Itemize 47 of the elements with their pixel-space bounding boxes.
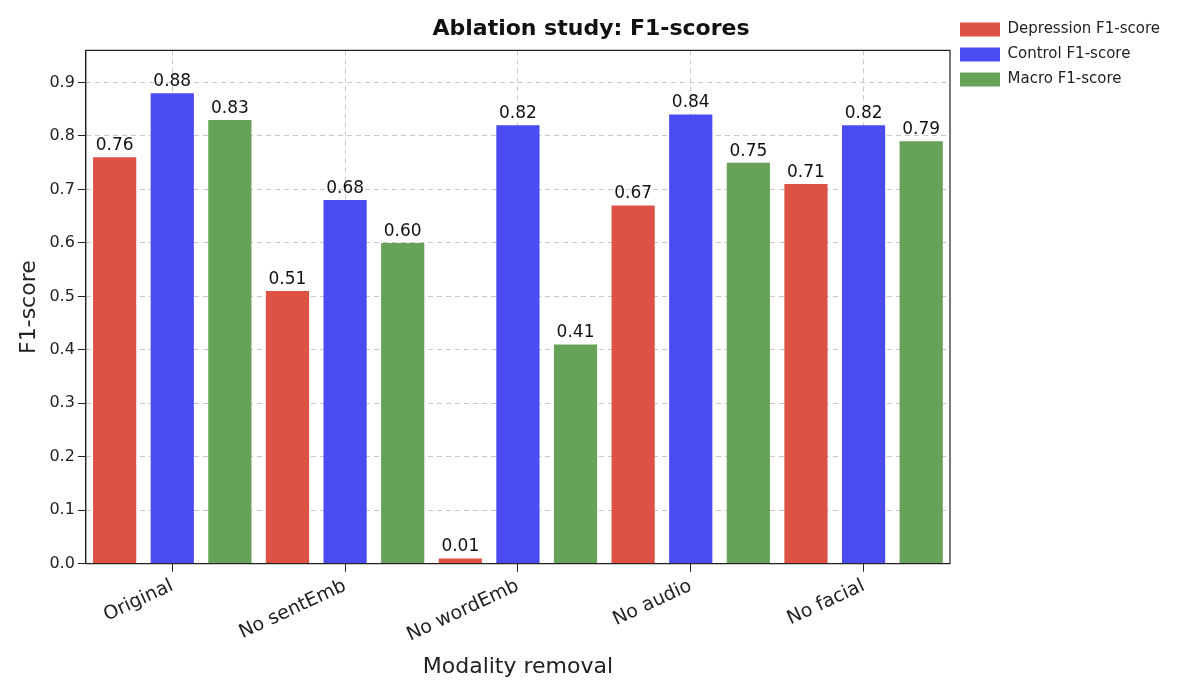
legend-label: Control F1-score: [1007, 44, 1131, 63]
y-axis-title: F1-score: [14, 260, 40, 354]
chart-title: Ablation study: F1-scores: [432, 14, 750, 40]
data-label: 0.60: [383, 219, 422, 240]
data-label: 0.51: [268, 267, 307, 288]
data-label: 0.01: [441, 535, 480, 556]
data-label: 0.88: [153, 70, 192, 91]
bar: [381, 242, 425, 564]
y-tick-label: 0.4: [49, 339, 75, 358]
legend-label: Macro F1-score: [1007, 69, 1122, 88]
data-label: 0.79: [902, 118, 941, 139]
data-label: 0.71: [787, 161, 825, 181]
bar: [150, 93, 194, 564]
bar: [496, 125, 540, 564]
bar: [726, 162, 770, 564]
data-label: 0.76: [95, 134, 134, 155]
bar: [669, 114, 713, 564]
y-tick-label: 0.7: [49, 178, 75, 198]
bar: [841, 125, 886, 564]
legend-label: Depression F1-score: [1007, 19, 1161, 38]
bar: [93, 157, 137, 564]
data-label: 0.83: [210, 96, 249, 117]
bar: [553, 344, 598, 564]
data-label: 0.75: [729, 139, 768, 160]
data-label: 0.68: [326, 177, 365, 198]
y-tick-label: 0.3: [49, 392, 75, 412]
y-tick-label: 0.2: [49, 445, 75, 465]
y-tick-label: 0.1: [49, 499, 75, 519]
data-label: 0.84: [671, 91, 710, 112]
bar: [323, 200, 367, 564]
y-tick-label: 0.6: [49, 232, 75, 252]
bar: [265, 291, 310, 564]
bar: [208, 119, 252, 564]
data-label: 0.67: [614, 182, 653, 203]
data-label: 0.82: [844, 102, 883, 123]
bar: [899, 141, 943, 564]
bar: [611, 205, 655, 564]
data-label: 0.41: [556, 321, 595, 342]
bar: [784, 184, 828, 564]
bar: [438, 558, 482, 564]
y-tick-label: 0.8: [49, 125, 75, 145]
x-tick-label: No audio: [608, 573, 695, 629]
y-tick-label: 0.0: [49, 552, 75, 572]
x-axis-title: Modality removal: [422, 652, 614, 678]
data-label: 0.82: [498, 102, 537, 123]
y-tick-label: 0.9: [49, 71, 75, 91]
y-tick-label: 0.5: [49, 285, 75, 305]
